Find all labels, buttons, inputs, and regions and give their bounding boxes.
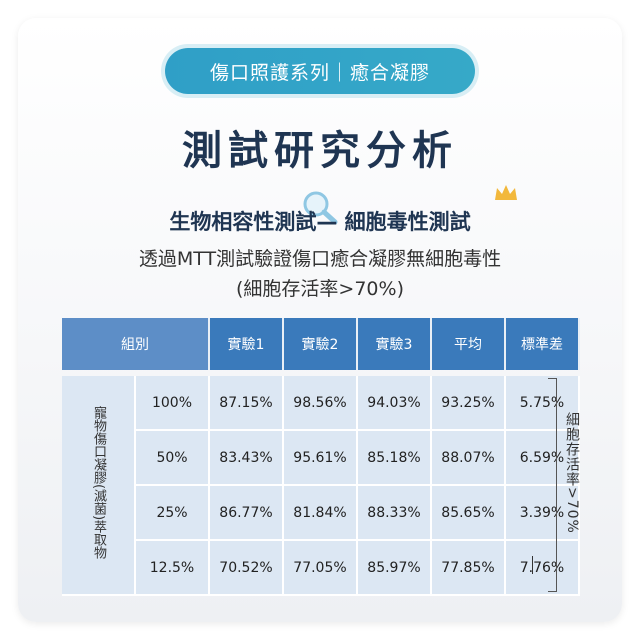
value-cell: 70.52% xyxy=(209,540,284,596)
value-cell: 98.56% xyxy=(283,376,358,431)
value-cell: 77.05% xyxy=(283,540,358,596)
value-cell: 88.33% xyxy=(357,485,432,541)
header-average: 平均 xyxy=(431,318,506,370)
bracket-line xyxy=(548,378,557,592)
text-cursor xyxy=(532,556,533,574)
conc-cell: 25% xyxy=(135,485,210,541)
value-cell: 93.25% xyxy=(431,376,506,431)
table-header-row: 組別 實驗1 實驗2 實驗3 平均 標準差 xyxy=(62,318,580,370)
header-exp2: 實驗2 xyxy=(283,318,358,370)
page-title: 測試研究分析 xyxy=(182,128,458,174)
value-cell: 95.61% xyxy=(283,430,358,486)
description-line-1: 透過MTT測試驗證傷口癒合凝膠無細胞毒性 xyxy=(138,248,502,270)
value-cell: 86.77% xyxy=(209,485,284,541)
conc-cell: 12.5% xyxy=(135,540,210,596)
value-cell: 77.85% xyxy=(431,540,506,596)
table-row: 50% 83.43% 95.61% 85.18% 88.07% 6.59% xyxy=(62,430,580,486)
value-cell: 85.65% xyxy=(431,485,506,541)
table-row: 12.5% 70.52% 77.05% 85.97% 77.85% 7.76% xyxy=(62,540,580,596)
value-cell: 83.43% xyxy=(209,430,284,486)
header-stddev: 標準差 xyxy=(505,318,580,370)
value-cell: 85.97% xyxy=(357,540,432,596)
value-cell: 94.03% xyxy=(357,376,432,431)
value-cell: 85.18% xyxy=(357,430,432,486)
table-row: 寵物傷口凝膠(滅菌)萃取物 100% 87.15% 98.56% 94.03% … xyxy=(62,376,580,596)
header-exp3: 實驗3 xyxy=(357,318,432,370)
viability-note: 細胞存活率>70% xyxy=(564,412,580,534)
magnifier-icon xyxy=(303,191,338,225)
value-cell: 88.07% xyxy=(431,430,506,486)
value-cell: 6.59% xyxy=(505,430,580,486)
value-cell: 81.84% xyxy=(283,485,358,541)
conc-cell: 100% xyxy=(135,376,210,431)
results-table: 組別 實驗1 實驗2 實驗3 平均 標準差 寵物傷口凝膠(滅菌)萃取物 100%… xyxy=(62,318,580,596)
header-exp1: 實驗1 xyxy=(209,318,284,370)
crown-icon xyxy=(495,185,517,200)
description-line-2: (細胞存活率>70%) xyxy=(236,278,404,300)
group-label-cell: 寵物傷口凝膠(滅菌)萃取物 xyxy=(62,376,136,596)
conc-cell: 50% xyxy=(135,430,210,486)
header-group: 組別 xyxy=(62,318,210,370)
value-cell: 5.75% xyxy=(505,376,580,431)
value-cell: 7.76% xyxy=(505,540,580,596)
series-tag: 傷口照護系列｜癒合凝膠 xyxy=(165,48,475,94)
subtitle: 生物相容性測試— 細胞毒性測試 xyxy=(169,210,471,234)
value-cell: 87.15% xyxy=(209,376,284,431)
value-cell: 3.39% xyxy=(505,485,580,541)
group-label: 寵物傷口凝膠(滅菌)萃取物 xyxy=(91,406,106,560)
table-row: 25% 86.77% 81.84% 88.33% 85.65% 3.39% xyxy=(62,485,580,541)
